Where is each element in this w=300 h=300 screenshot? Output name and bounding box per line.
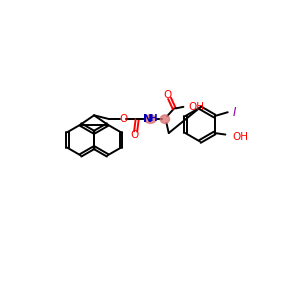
- Text: H: H: [149, 114, 156, 123]
- Ellipse shape: [160, 115, 170, 123]
- Text: OH: OH: [232, 132, 248, 142]
- Text: O: O: [119, 114, 128, 124]
- Text: OH: OH: [189, 102, 205, 112]
- Text: N: N: [143, 114, 153, 124]
- Text: O: O: [131, 130, 139, 140]
- Text: I: I: [233, 106, 237, 119]
- Ellipse shape: [145, 115, 156, 123]
- Text: O: O: [164, 89, 172, 100]
